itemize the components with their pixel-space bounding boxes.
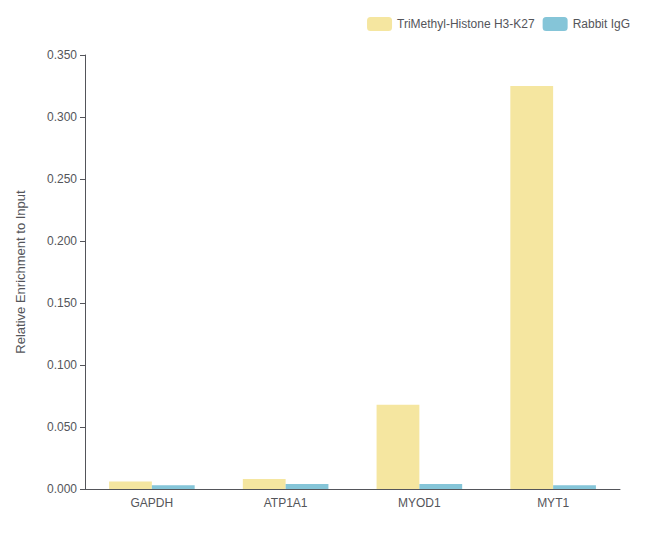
- svg-text:0.150: 0.150: [47, 296, 77, 310]
- svg-text:0.100: 0.100: [47, 358, 77, 372]
- svg-text:MYOD1: MYOD1: [398, 496, 441, 510]
- svg-text:TriMethyl-Histone H3-K27: TriMethyl-Histone H3-K27: [397, 17, 535, 31]
- svg-text:Relative Enrichment to Input: Relative Enrichment to Input: [13, 190, 28, 354]
- svg-text:ATP1A1: ATP1A1: [264, 496, 308, 510]
- svg-text:MYT1: MYT1: [537, 496, 569, 510]
- svg-text:0.300: 0.300: [47, 110, 77, 124]
- svg-text:GAPDH: GAPDH: [131, 496, 174, 510]
- svg-text:0.200: 0.200: [47, 234, 77, 248]
- svg-text:Rabbit IgG: Rabbit IgG: [573, 17, 630, 31]
- svg-text:0.350: 0.350: [47, 48, 77, 62]
- svg-text:0.000: 0.000: [47, 482, 77, 496]
- svg-text:0.250: 0.250: [47, 172, 77, 186]
- svg-text:0.050: 0.050: [47, 420, 77, 434]
